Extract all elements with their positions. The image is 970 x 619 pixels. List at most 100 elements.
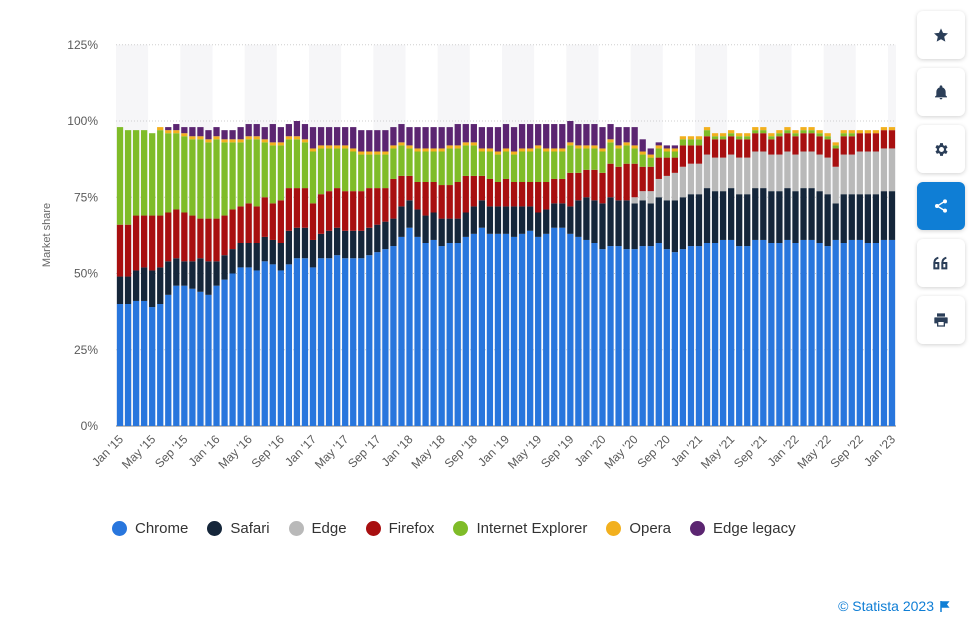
bar-segment-internet-explorer[interactable]: [205, 142, 212, 219]
bar-segment-opera[interactable]: [647, 154, 654, 158]
bar-segment-safari[interactable]: [607, 197, 614, 247]
bar-segment-edge-legacy[interactable]: [502, 124, 510, 149]
bar-segment-edge[interactable]: [639, 191, 646, 201]
bar-segment-chrome[interactable]: [205, 294, 212, 426]
bar-segment-opera[interactable]: [173, 130, 180, 134]
bar-segment-chrome[interactable]: [607, 246, 614, 426]
bar-segment-firefox[interactable]: [736, 139, 743, 158]
bar-segment-firefox[interactable]: [124, 224, 132, 277]
bar-segment-safari[interactable]: [261, 236, 268, 262]
bar-segment-edge-legacy[interactable]: [221, 130, 228, 140]
bar-segment-safari[interactable]: [285, 230, 293, 265]
bar-segment-internet-explorer[interactable]: [293, 139, 301, 189]
bar-segment-internet-explorer[interactable]: [567, 145, 574, 173]
bar-segment-firefox[interactable]: [502, 178, 510, 207]
bar-segment-edge[interactable]: [784, 151, 791, 189]
bar-segment-firefox[interactable]: [607, 163, 614, 198]
bar-segment-opera[interactable]: [309, 148, 317, 152]
bar-segment-safari[interactable]: [293, 227, 301, 259]
bar-segment-firefox[interactable]: [526, 182, 534, 207]
bar-segment-safari[interactable]: [422, 215, 429, 243]
bar-segment-opera[interactable]: [888, 127, 896, 131]
bar-segment-firefox[interactable]: [663, 157, 670, 176]
bar-segment-firefox[interactable]: [454, 182, 461, 219]
bar-segment-chrome[interactable]: [309, 267, 317, 426]
bar-segment-safari[interactable]: [165, 261, 172, 295]
bar-segment-edge-legacy[interactable]: [551, 124, 558, 149]
bar-segment-edge-legacy[interactable]: [269, 124, 276, 143]
bar-segment-internet-explorer[interactable]: [285, 139, 293, 189]
bar-segment-opera[interactable]: [583, 145, 590, 149]
bar-segment-edge-legacy[interactable]: [229, 130, 236, 140]
bar-segment-chrome[interactable]: [559, 227, 566, 426]
bar-segment-firefox[interactable]: [728, 136, 735, 155]
bar-segment-opera[interactable]: [607, 139, 614, 143]
bar-segment-safari[interactable]: [157, 267, 164, 304]
bar-segment-internet-explorer[interactable]: [736, 136, 743, 140]
bar-segment-firefox[interactable]: [406, 175, 413, 201]
bar-segment-safari[interactable]: [728, 188, 735, 240]
bar-segment-edge[interactable]: [752, 151, 759, 189]
bar-segment-safari[interactable]: [132, 270, 140, 301]
bar-segment-chrome[interactable]: [671, 252, 678, 426]
bar-segment-edge[interactable]: [856, 151, 863, 195]
bar-segment-internet-explorer[interactable]: [575, 148, 582, 173]
bar-segment-edge[interactable]: [655, 178, 662, 198]
bar-segment-firefox[interactable]: [760, 133, 767, 152]
bar-segment-firefox[interactable]: [784, 133, 791, 152]
bar-segment-internet-explorer[interactable]: [269, 145, 276, 204]
bar-segment-safari[interactable]: [358, 230, 365, 259]
bar-segment-opera[interactable]: [768, 133, 775, 137]
bar-segment-firefox[interactable]: [470, 175, 477, 207]
bar-segment-edge-legacy[interactable]: [366, 130, 373, 152]
bar-segment-edge[interactable]: [711, 157, 719, 192]
bar-segment-edge[interactable]: [671, 172, 678, 201]
bar-segment-chrome[interactable]: [510, 236, 518, 426]
bar-segment-safari[interactable]: [189, 261, 196, 289]
bar-segment-opera[interactable]: [567, 142, 574, 146]
bar-segment-internet-explorer[interactable]: [510, 154, 518, 182]
bar-segment-safari[interactable]: [711, 191, 719, 243]
bar-segment-internet-explorer[interactable]: [559, 151, 566, 179]
bar-segment-safari[interactable]: [800, 188, 807, 240]
bar-segment-safari[interactable]: [543, 209, 550, 234]
bar-segment-edge-legacy[interactable]: [631, 127, 638, 146]
bar-segment-internet-explorer[interactable]: [309, 151, 317, 204]
bar-segment-chrome[interactable]: [832, 239, 839, 426]
bar-segment-safari[interactable]: [840, 194, 847, 243]
bar-segment-edge-legacy[interactable]: [478, 127, 486, 149]
bar-segment-internet-explorer[interactable]: [414, 151, 421, 183]
bar-segment-edge-legacy[interactable]: [245, 124, 252, 137]
bar-segment-firefox[interactable]: [824, 139, 831, 158]
bar-segment-safari[interactable]: [366, 227, 373, 256]
bar-segment-edge-legacy[interactable]: [382, 130, 389, 152]
bar-segment-firefox[interactable]: [309, 203, 317, 240]
bar-segment-opera[interactable]: [816, 130, 823, 134]
bar-segment-safari[interactable]: [856, 194, 863, 240]
bar-segment-internet-explorer[interactable]: [390, 148, 397, 179]
bar-segment-edge[interactable]: [864, 151, 871, 195]
bar-segment-opera[interactable]: [358, 151, 365, 155]
bar-segment-safari[interactable]: [229, 249, 236, 274]
bar-segment-firefox[interactable]: [398, 175, 405, 207]
bar-segment-opera[interactable]: [462, 142, 469, 146]
bar-segment-firefox[interactable]: [390, 178, 397, 219]
bar-segment-firefox[interactable]: [744, 139, 751, 158]
bar-segment-firefox[interactable]: [382, 188, 389, 222]
bar-segment-opera[interactable]: [703, 127, 711, 131]
notification-button[interactable]: [917, 68, 965, 116]
bar-segment-chrome[interactable]: [768, 243, 775, 426]
bar-segment-chrome[interactable]: [438, 246, 445, 426]
bar-segment-firefox[interactable]: [350, 191, 357, 231]
legend-item-chrome[interactable]: Chrome: [112, 520, 188, 537]
bar-segment-safari[interactable]: [494, 206, 502, 234]
bar-segment-safari[interactable]: [398, 206, 405, 237]
bar-segment-safari[interactable]: [631, 203, 638, 250]
bar-segment-opera[interactable]: [535, 145, 542, 149]
bar-segment-firefox[interactable]: [583, 169, 590, 198]
bar-segment-edge[interactable]: [840, 154, 847, 195]
bar-segment-firefox[interactable]: [366, 188, 373, 228]
bar-segment-opera[interactable]: [599, 148, 606, 152]
bar-segment-edge-legacy[interactable]: [277, 127, 284, 143]
bar-segment-chrome[interactable]: [165, 294, 172, 426]
